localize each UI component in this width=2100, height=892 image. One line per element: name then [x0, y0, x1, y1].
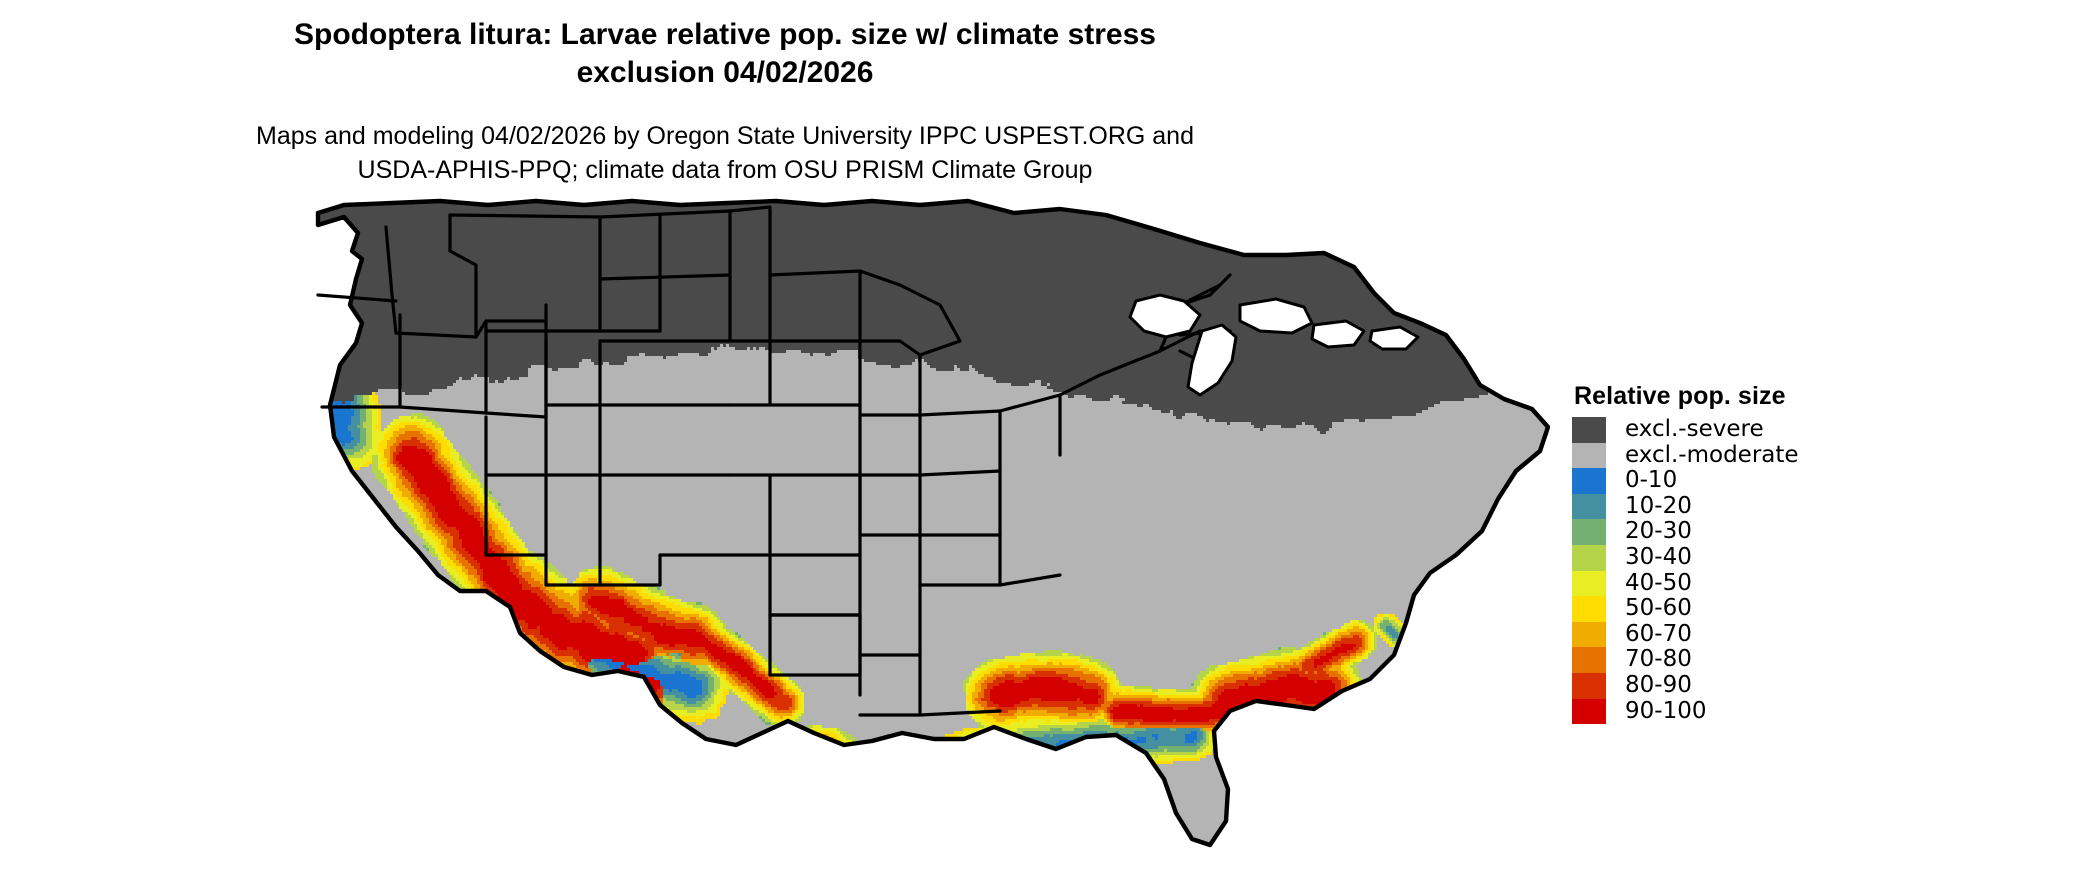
- legend-swatch: [1572, 647, 1606, 673]
- legend-title: Relative pop. size: [1574, 382, 1786, 410]
- legend-item: 40-50: [1572, 569, 1902, 597]
- title-line-2: exclusion 04/02/2026: [576, 56, 874, 90]
- raster-class: [345, 395, 1404, 761]
- great-lakes: [1128, 293, 1420, 397]
- legend-label: 80-90: [1625, 671, 1692, 698]
- legend-swatch: [1572, 596, 1606, 622]
- us-choropleth: [315, 198, 1550, 848]
- legend: Relative pop. size excl.-severe excl.-mod…: [1572, 382, 1902, 725]
- page-title: Spodoptera litura: Larvae relative pop. …: [0, 16, 1450, 93]
- legend-swatch: [1572, 621, 1606, 648]
- subtitle-line-1: Maps and modeling 04/02/2026 by Oregon S…: [256, 122, 1194, 150]
- legend-swatch: [1572, 544, 1606, 571]
- legend-label: excl.-moderate: [1625, 441, 1799, 468]
- legend-label: 0-10: [1625, 467, 1678, 494]
- legend-swatch: [1572, 570, 1606, 597]
- legend-item: 30-40: [1572, 543, 1902, 571]
- legend-item: 60-70: [1572, 620, 1902, 648]
- legend-label: 10-20: [1625, 492, 1692, 519]
- legend-swatch: [1572, 672, 1606, 699]
- legend-items: excl.-severe excl.-moderate 0-10 10-20 20-30…: [1572, 416, 1902, 725]
- legend-swatch: [1572, 519, 1606, 545]
- legend-swatch: [1572, 468, 1606, 494]
- legend-item: excl.-severe: [1572, 416, 1902, 443]
- legend-item: 50-60: [1572, 596, 1902, 622]
- legend-label: excl.-severe: [1625, 416, 1764, 442]
- legend-label: 60-70: [1625, 620, 1692, 647]
- legend-item: 0-10: [1572, 468, 1902, 494]
- raster-class: [354, 344, 1548, 845]
- page-subtitle: Maps and modeling 04/02/2026 by Oregon S…: [0, 120, 1450, 188]
- title-line-1: Spodoptera litura: Larvae relative pop. …: [294, 18, 1156, 51]
- country-outline: [315, 198, 1550, 848]
- legend-item: 10-20: [1572, 492, 1902, 520]
- legend-label: 40-50: [1625, 569, 1692, 596]
- legend-swatch: [1572, 442, 1606, 469]
- legend-label: 70-80: [1625, 646, 1692, 673]
- legend-label: 20-30: [1625, 518, 1692, 545]
- legend-item: 80-90: [1572, 671, 1902, 699]
- raster-class: [396, 446, 1356, 722]
- legend-label: 50-60: [1625, 595, 1692, 622]
- legend-item: excl.-moderate: [1572, 441, 1902, 469]
- legend-label: 30-40: [1625, 543, 1692, 570]
- legend-label: 90-100: [1625, 697, 1707, 724]
- state-borders: [316, 205, 1232, 717]
- legend-swatch: [1572, 698, 1606, 725]
- legend-item: 70-80: [1572, 647, 1902, 673]
- map-canvas: [300, 155, 1550, 885]
- legend-swatch: [1572, 417, 1606, 443]
- raster-class: [318, 200, 1488, 434]
- legend-swatch: [1572, 493, 1606, 520]
- subtitle-line-2: USDA-APHIS-PPQ; climate data from OSU PR…: [357, 155, 1093, 184]
- legend-item: 90-100: [1572, 697, 1902, 725]
- legend-item: 20-30: [1572, 519, 1902, 545]
